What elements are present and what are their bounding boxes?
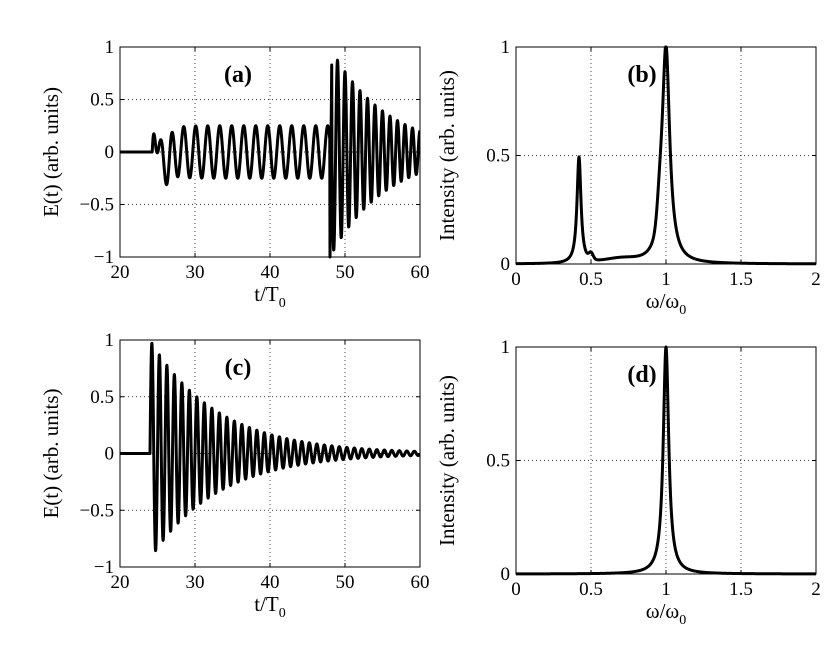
x-axis-label: ω/ω0 [646, 289, 686, 318]
series-line-E(t) [120, 341, 420, 553]
y-tick-label: 0 [105, 444, 115, 465]
y-tick-label: 1 [501, 37, 511, 58]
x-tick-label: 2 [811, 269, 821, 290]
x-axis-label: t/T0 [254, 282, 286, 311]
y-axis-label: E(t) (arb. units) [39, 87, 63, 217]
panel-c: 20 30 40 50 60 −1 −0.5 0 0.5 1 t/T0 E(t) (arb. unit… [39, 330, 430, 621]
x-tick-label: 1 [661, 579, 671, 600]
x-tick-label: 40 [261, 572, 280, 593]
y-tick-label: 0 [105, 142, 115, 163]
y-tick-label: 1 [105, 330, 115, 351]
panel-label: (b) [627, 62, 656, 88]
y-tick-label: −0.5 [80, 195, 114, 216]
x-tick-label: 40 [261, 262, 280, 283]
y-axis-label: Intensity (arb. units) [435, 375, 459, 546]
x-tick-label: 60 [411, 262, 430, 283]
y-tick-label: 0.5 [486, 451, 510, 472]
y-tick-label: 0.5 [486, 146, 510, 167]
x-tick-label: 0 [511, 579, 521, 600]
x-tick-label: 20 [111, 572, 130, 593]
y-tick-label: 0.5 [90, 387, 114, 408]
panel-label: (a) [224, 62, 252, 88]
x-tick-label: 1.5 [729, 579, 753, 600]
y-tick-label: −0.5 [80, 500, 114, 521]
x-axis-label: ω/ω0 [646, 599, 686, 628]
x-tick-label: 0 [511, 269, 521, 290]
y-axis-label: E(t) (arb. units) [39, 388, 63, 518]
x-tick-label: 0.5 [579, 579, 603, 600]
y-tick-label: 1 [105, 37, 115, 58]
series-line-E(t) [120, 58, 420, 259]
y-axis-label: Intensity (arb. units) [435, 70, 459, 241]
x-tick-label: 60 [411, 572, 430, 593]
panel-a: 20 30 40 50 60 −1 −0.5 0 0.5 1 t/T0 E(t) (arb. unit… [39, 37, 430, 311]
x-tick-label: 30 [186, 262, 205, 283]
x-tick-label: 50 [336, 572, 355, 593]
x-tick-label: 20 [111, 262, 130, 283]
y-tick-label: 0 [501, 254, 511, 275]
x-tick-label: 50 [336, 262, 355, 283]
y-tick-label: 0 [501, 564, 511, 585]
y-tick-label: 0.5 [90, 90, 114, 111]
x-tick-label: 1 [661, 269, 671, 290]
y-tick-label: −1 [94, 247, 114, 268]
x-tick-label: 1.5 [729, 269, 753, 290]
x-tick-label: 0.5 [579, 269, 603, 290]
x-tick-label: 2 [811, 579, 821, 600]
x-tick-label: 30 [186, 572, 205, 593]
panel-label: (d) [627, 362, 656, 388]
y-tick-label: 1 [501, 337, 511, 358]
panel-label: (c) [225, 355, 252, 381]
x-axis-label: t/T0 [254, 592, 286, 621]
y-tick-label: −1 [94, 557, 114, 578]
